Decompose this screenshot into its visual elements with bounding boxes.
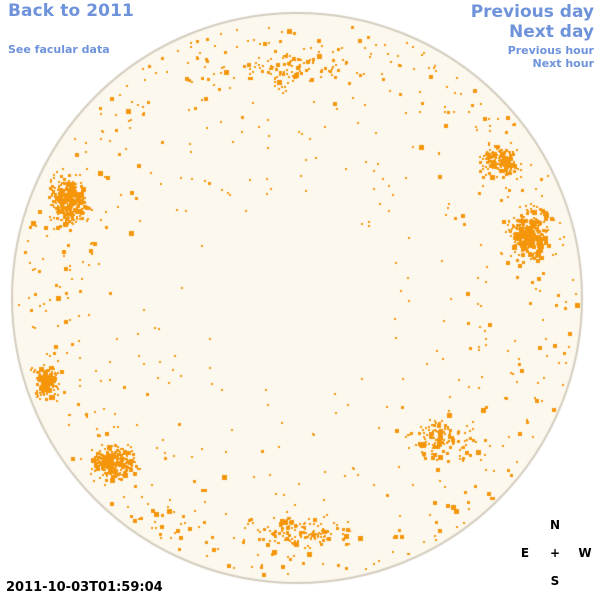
- day-navigation: Previous day Next day: [471, 2, 594, 42]
- hour-navigation: Previous hour Next hour: [508, 44, 594, 71]
- compass-south-label: S: [550, 574, 560, 588]
- previous-hour-link[interactable]: Previous hour: [507, 44, 594, 57]
- observation-timestamp: 2011-10-03T01:59:04: [6, 580, 163, 595]
- compass-north-label: N: [549, 518, 561, 532]
- compass-west-label: W: [578, 546, 592, 560]
- compass-east-label: E: [520, 546, 530, 560]
- see-facular-data-link[interactable]: See facular data: [8, 43, 110, 56]
- back-to-year-link[interactable]: Back to 2011: [8, 1, 134, 21]
- next-day-link[interactable]: Next day: [509, 22, 594, 43]
- compass-center-crosshair-icon: +: [549, 546, 561, 560]
- next-hour-link[interactable]: Next hour: [532, 57, 595, 71]
- orientation-compass: N E + W S: [512, 518, 594, 588]
- previous-day-link[interactable]: Previous day: [470, 2, 594, 22]
